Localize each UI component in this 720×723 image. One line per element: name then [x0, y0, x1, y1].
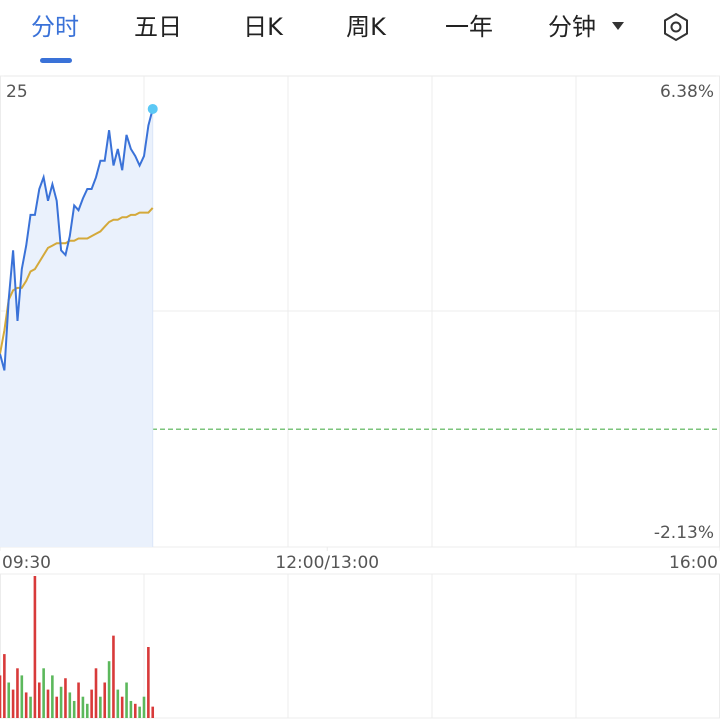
volume-bar — [29, 696, 32, 718]
volume-bar — [68, 692, 72, 718]
y2-tick-label: -2.13% — [654, 523, 714, 543]
volume-bar — [3, 654, 6, 718]
volume-bar — [138, 706, 141, 718]
price-line — [0, 108, 154, 371]
volume-bar — [77, 682, 80, 718]
volume-bar — [72, 700, 76, 718]
volume-bar — [120, 696, 124, 718]
volume-bar — [107, 661, 111, 718]
volume-bar — [103, 682, 107, 718]
volume-bar — [90, 689, 93, 718]
volume-bar — [11, 689, 15, 718]
volume-bar — [112, 635, 115, 718]
tab[interactable]: 一年 — [445, 13, 493, 41]
volume-bar — [142, 696, 146, 718]
volume-bar — [81, 696, 85, 718]
tab[interactable]: 分时 — [31, 13, 79, 41]
last-price-dot — [147, 103, 158, 114]
volume-bar — [16, 668, 19, 718]
price-area — [0, 109, 153, 547]
y-tick-label: 25 — [6, 82, 28, 102]
volume-bar — [59, 686, 63, 718]
volume-bar — [129, 700, 133, 718]
volume-bar — [46, 689, 50, 718]
volume-bar — [0, 675, 2, 718]
volume-bar — [55, 696, 59, 718]
x-tick-label: 09:30 — [2, 553, 51, 573]
dropdown-arrow[interactable] — [612, 22, 624, 30]
volume-bar — [64, 678, 67, 718]
volume-bar — [42, 668, 45, 718]
x-tick-label: 16:00 — [669, 553, 718, 573]
tab[interactable]: 五日 — [134, 13, 182, 41]
tab-indicator — [40, 58, 72, 63]
volume-bar — [94, 668, 98, 718]
tab[interactable]: 分钟 — [548, 13, 596, 41]
settings-icon[interactable] — [664, 12, 688, 42]
volume-bar — [33, 576, 37, 718]
y2-tick-label: 6.38% — [660, 82, 714, 102]
x-tick-label: 12:00/13:00 — [275, 553, 379, 573]
volume-bar — [20, 675, 24, 718]
volume-bar — [125, 682, 128, 718]
volume-bar — [85, 703, 89, 718]
volume-bar — [133, 703, 137, 718]
volume-bar — [116, 689, 120, 718]
tab[interactable]: 周K — [346, 13, 387, 41]
volume-bar — [24, 692, 28, 718]
volume-bar — [99, 696, 102, 718]
volume-bar — [147, 647, 150, 718]
grid — [0, 76, 720, 719]
tab[interactable]: 日K — [243, 13, 284, 41]
volume-bar — [7, 682, 11, 718]
average-line — [0, 207, 154, 355]
volume-bar — [37, 682, 41, 718]
volume-bar — [51, 675, 54, 718]
volume-bar — [151, 706, 155, 718]
